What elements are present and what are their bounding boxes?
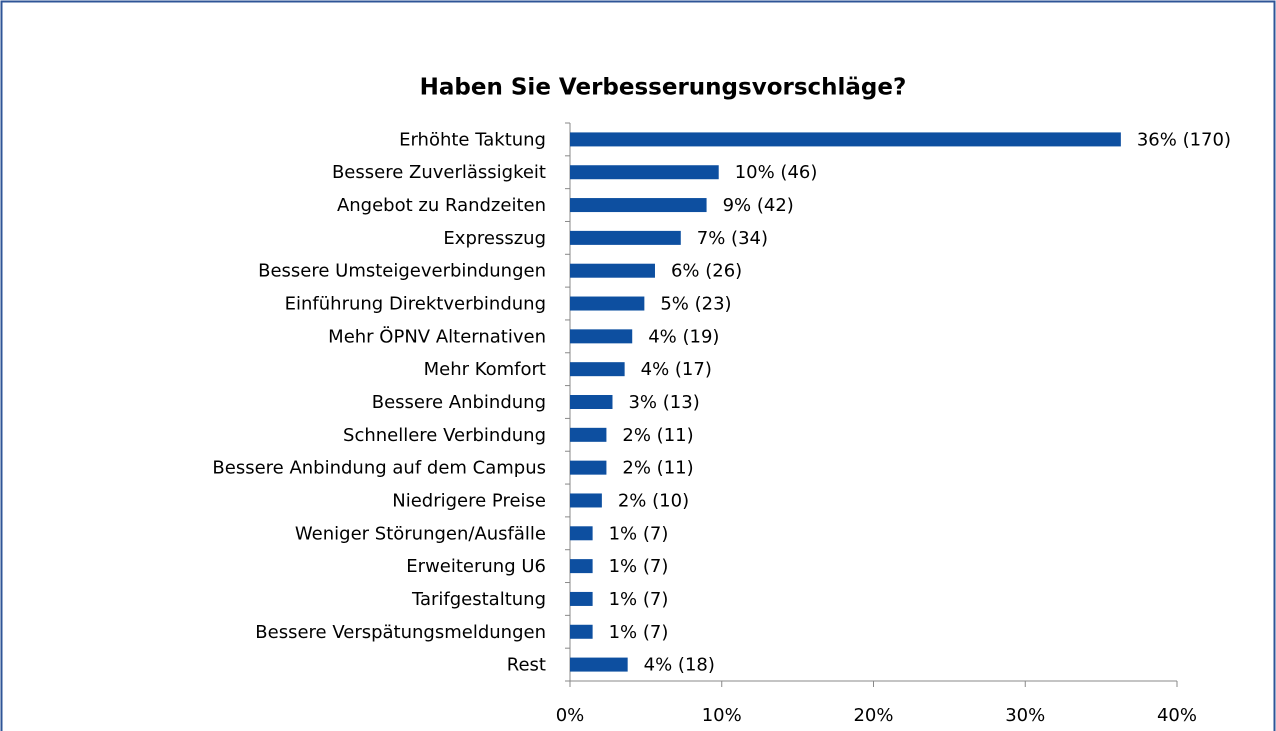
value-label: 1% (7)	[609, 589, 669, 610]
value-label: 4% (19)	[648, 326, 719, 347]
bar	[570, 624, 593, 639]
y-tick-label: Erhöhte Taktung	[399, 129, 546, 150]
value-label: 10% (46)	[735, 162, 818, 183]
y-tick-label: Bessere Anbindung	[372, 392, 546, 413]
bar	[570, 230, 681, 245]
y-tick-label: Erweiterung U6	[406, 556, 546, 577]
bar	[570, 591, 593, 606]
value-label: 5% (23)	[660, 294, 731, 315]
value-label: 1% (7)	[609, 556, 669, 577]
value-label: 4% (17)	[641, 359, 712, 380]
value-label: 4% (18)	[644, 655, 715, 676]
bar	[570, 165, 719, 180]
y-tick-label: Niedrigere Preise	[392, 490, 546, 511]
x-tick-label: 30%	[1005, 705, 1045, 726]
y-tick-label: Angebot zu Randzeiten	[337, 195, 546, 216]
bar	[570, 493, 602, 508]
y-tick-label: Mehr ÖPNV Alternativen	[328, 325, 546, 347]
value-label: 3% (13)	[628, 392, 699, 413]
y-tick-label: Bessere Verspätungsmeldungen	[255, 622, 546, 643]
value-label: 2% (11)	[622, 458, 693, 479]
value-label: 1% (7)	[609, 523, 669, 544]
x-tick-label: 20%	[853, 705, 893, 726]
value-label: 6% (26)	[671, 261, 742, 282]
bar	[570, 657, 628, 672]
bar	[570, 329, 633, 344]
y-tick-label: Bessere Umsteigeverbindungen	[258, 261, 546, 282]
bar	[570, 198, 707, 213]
value-label: 36% (170)	[1137, 129, 1231, 150]
bar	[570, 395, 613, 409]
x-tick-label: 0%	[556, 705, 585, 726]
y-tick-label: Schnellere Verbindung	[343, 425, 546, 446]
y-tick-label: Rest	[507, 655, 546, 676]
bar	[570, 559, 593, 574]
y-tick-label: Bessere Zuverlässigkeit	[332, 162, 546, 183]
value-label: 1% (7)	[609, 622, 669, 643]
y-tick-label: Tarifgestaltung	[411, 589, 546, 610]
y-tick-label: Mehr Komfort	[424, 359, 546, 380]
bar	[570, 362, 625, 377]
value-label: 2% (11)	[622, 425, 693, 446]
bar	[570, 296, 645, 311]
y-tick-label: Bessere Anbindung auf dem Campus	[212, 458, 546, 479]
chart-title: Haben Sie Verbesserungsvorschläge?	[420, 75, 907, 101]
y-tick-label: Expresszug	[443, 228, 546, 249]
x-tick-label: 40%	[1157, 705, 1197, 726]
y-tick-label: Einführung Direktverbindung	[285, 294, 546, 315]
bar	[570, 263, 655, 278]
bar	[570, 427, 607, 442]
value-label: 2% (10)	[618, 490, 689, 511]
bar	[570, 132, 1121, 147]
bar	[570, 460, 607, 475]
bar	[570, 526, 593, 541]
value-label: 7% (34)	[697, 228, 768, 249]
x-tick-label: 10%	[702, 705, 742, 726]
y-tick-label: Weniger Störungen/Ausfälle	[295, 523, 546, 544]
value-label: 9% (42)	[723, 195, 794, 216]
